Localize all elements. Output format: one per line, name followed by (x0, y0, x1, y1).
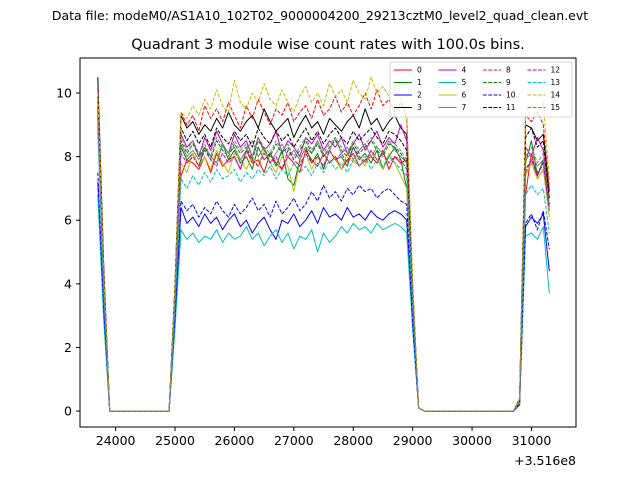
series-line-12 (97, 118, 550, 412)
plot-frame (79, 57, 577, 428)
chart-title: Quadrant 3 module wise count rates with … (131, 37, 525, 53)
x-tick-label: 27000 (274, 433, 314, 448)
legend-label-15: 15 (551, 103, 561, 112)
legend-frame (389, 61, 573, 118)
legend-label-1: 1 (417, 78, 422, 87)
series-line-14 (97, 76, 550, 412)
y-tick-label: 10 (56, 85, 72, 100)
y-tick-label: 0 (64, 404, 72, 419)
y-tick-label: 2 (64, 340, 72, 355)
x-tick-label: 30000 (452, 433, 492, 448)
series-line-15 (97, 121, 550, 412)
series-line-1 (97, 115, 550, 412)
legend-label-2: 2 (417, 91, 422, 100)
legend-label-14: 14 (551, 91, 561, 100)
series-line-4 (97, 105, 550, 412)
legend-label-12: 12 (551, 66, 561, 75)
legend-label-7: 7 (462, 103, 467, 112)
series-line-5 (97, 194, 550, 412)
legend-label-9: 9 (506, 78, 511, 87)
x-tick-label: 31000 (512, 433, 552, 448)
legend-label-8: 8 (506, 66, 511, 75)
x-tick-label: 28000 (333, 433, 373, 448)
x-tick-label: 26000 (215, 433, 255, 448)
legend-label-0: 0 (417, 66, 422, 75)
y-tick-label: 8 (64, 149, 72, 164)
x-tick-label: 25000 (155, 433, 195, 448)
legend-label-6: 6 (462, 91, 467, 100)
series-line-2 (97, 182, 550, 412)
data-file-suptitle: Data file: modeM0/AS1A10_102T02_90000042… (52, 8, 588, 23)
x-tick-label: 24000 (96, 433, 136, 448)
legend-label-10: 10 (506, 91, 516, 100)
series-line-8 (97, 86, 550, 412)
series-layer (97, 76, 550, 412)
series-line-11 (97, 99, 550, 412)
legend-label-13: 13 (551, 78, 561, 87)
legend-label-4: 4 (462, 66, 467, 75)
series-line-13 (97, 131, 550, 412)
y-tick-label: 6 (64, 213, 72, 228)
series-line-3 (97, 77, 550, 412)
x-tick-label: 29000 (393, 433, 433, 448)
axis-layer: 24000 25000 26000 27000 28000 29000 30000 31000… (56, 85, 551, 448)
y-tick-label: 4 (64, 276, 72, 291)
legend-label-3: 3 (417, 103, 422, 112)
x-offset-label: +3.516e8 (514, 453, 576, 468)
legend-label-11: 11 (506, 103, 516, 112)
legend-label-5: 5 (462, 78, 467, 87)
